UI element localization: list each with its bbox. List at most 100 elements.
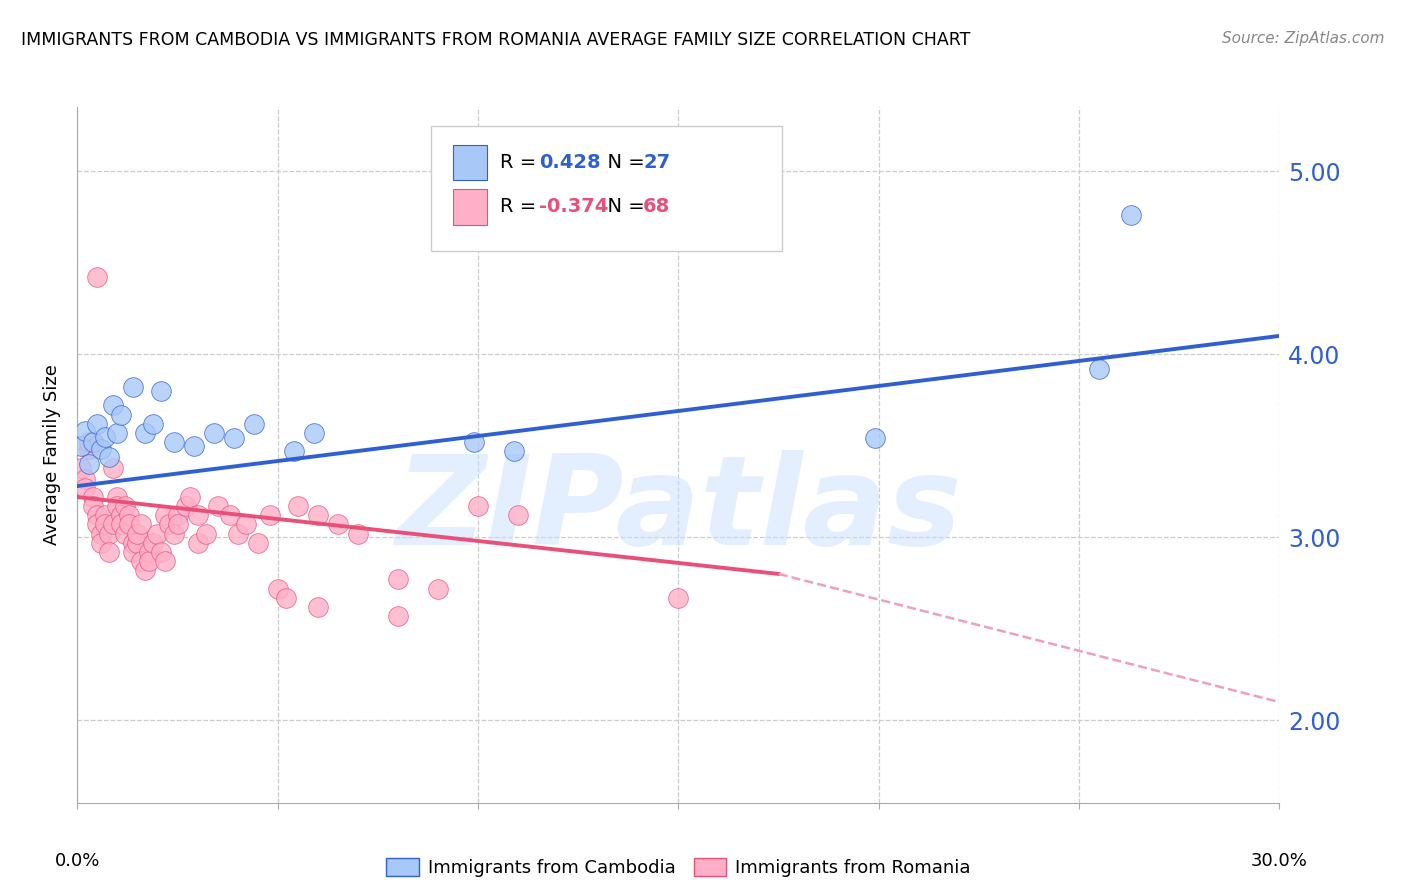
Point: [122, 536, 145, 550]
Point: [166, 517, 188, 532]
Point: [79, 457, 101, 471]
Point: [218, 508, 240, 523]
Point: [222, 432, 245, 446]
Point: [503, 444, 526, 458]
Point: [98, 526, 121, 541]
Text: 30.0%: 30.0%: [1251, 852, 1308, 870]
Point: [259, 508, 281, 523]
Point: [226, 526, 249, 541]
Point: [70, 460, 93, 475]
Point: [326, 517, 349, 532]
Point: [863, 432, 886, 446]
Point: [98, 450, 121, 464]
Point: [110, 408, 132, 422]
Point: [90, 442, 112, 457]
Point: [122, 380, 145, 394]
Point: [107, 425, 129, 440]
Point: [79, 435, 101, 450]
Point: [166, 508, 188, 523]
Point: [463, 435, 485, 450]
Point: [131, 517, 153, 532]
Text: R =: R =: [501, 197, 543, 217]
Point: [110, 517, 132, 532]
Point: [242, 417, 264, 431]
Point: [75, 472, 97, 486]
Text: N =: N =: [596, 197, 651, 217]
Point: [127, 536, 149, 550]
Point: [347, 526, 370, 541]
Text: 0.428: 0.428: [540, 153, 600, 172]
Point: [274, 591, 297, 605]
Point: [118, 508, 141, 523]
Point: [427, 582, 450, 596]
Point: [307, 599, 329, 614]
Point: [86, 417, 108, 431]
Point: [127, 526, 149, 541]
Point: [122, 545, 145, 559]
Point: [138, 545, 160, 559]
Y-axis label: Average Family Size: Average Family Size: [44, 365, 62, 545]
Point: [138, 554, 160, 568]
Point: [174, 499, 197, 513]
Point: [187, 508, 209, 523]
Point: [155, 554, 177, 568]
Point: [103, 399, 125, 413]
Text: ZIPatlas: ZIPatlas: [395, 450, 962, 571]
Point: [207, 499, 229, 513]
Point: [467, 499, 489, 513]
Point: [194, 526, 217, 541]
Text: IMMIGRANTS FROM CAMBODIA VS IMMIGRANTS FROM ROMANIA AVERAGE FAMILY SIZE CORRELAT: IMMIGRANTS FROM CAMBODIA VS IMMIGRANTS F…: [21, 31, 970, 49]
Point: [235, 517, 257, 532]
Point: [82, 490, 104, 504]
Point: [94, 517, 117, 532]
Point: [668, 591, 690, 605]
Point: [387, 609, 409, 624]
Point: [90, 536, 112, 550]
Point: [86, 517, 108, 532]
Point: [246, 536, 269, 550]
Point: [131, 554, 153, 568]
Point: [1088, 362, 1111, 376]
Point: [75, 481, 97, 495]
Point: [107, 499, 129, 513]
Point: [114, 526, 136, 541]
Point: [1121, 208, 1143, 222]
Point: [179, 490, 201, 504]
Point: [387, 573, 409, 587]
Text: N =: N =: [596, 153, 651, 172]
Point: [118, 517, 141, 532]
Text: -0.374: -0.374: [540, 197, 609, 217]
Text: R =: R =: [501, 153, 543, 172]
Point: [150, 384, 173, 398]
Point: [183, 439, 205, 453]
Point: [86, 270, 108, 285]
Point: [107, 490, 129, 504]
Point: [187, 536, 209, 550]
Point: [94, 429, 117, 443]
Point: [302, 425, 325, 440]
Text: 0.0%: 0.0%: [55, 852, 100, 870]
Point: [98, 545, 121, 559]
Point: [142, 536, 165, 550]
Point: [508, 508, 530, 523]
Point: [202, 425, 225, 440]
Point: [90, 526, 112, 541]
Point: [82, 435, 104, 450]
Point: [103, 517, 125, 532]
Text: Source: ZipAtlas.com: Source: ZipAtlas.com: [1222, 31, 1385, 46]
Point: [307, 508, 329, 523]
Point: [142, 417, 165, 431]
Point: [82, 499, 104, 513]
Text: 27: 27: [644, 153, 671, 172]
Point: [110, 508, 132, 523]
Point: [283, 444, 305, 458]
Point: [134, 563, 156, 577]
Text: 68: 68: [644, 197, 671, 217]
Point: [70, 439, 93, 453]
Point: [86, 508, 108, 523]
Point: [162, 435, 184, 450]
Point: [146, 526, 169, 541]
Point: [150, 545, 173, 559]
Point: [162, 526, 184, 541]
Point: [79, 442, 101, 457]
